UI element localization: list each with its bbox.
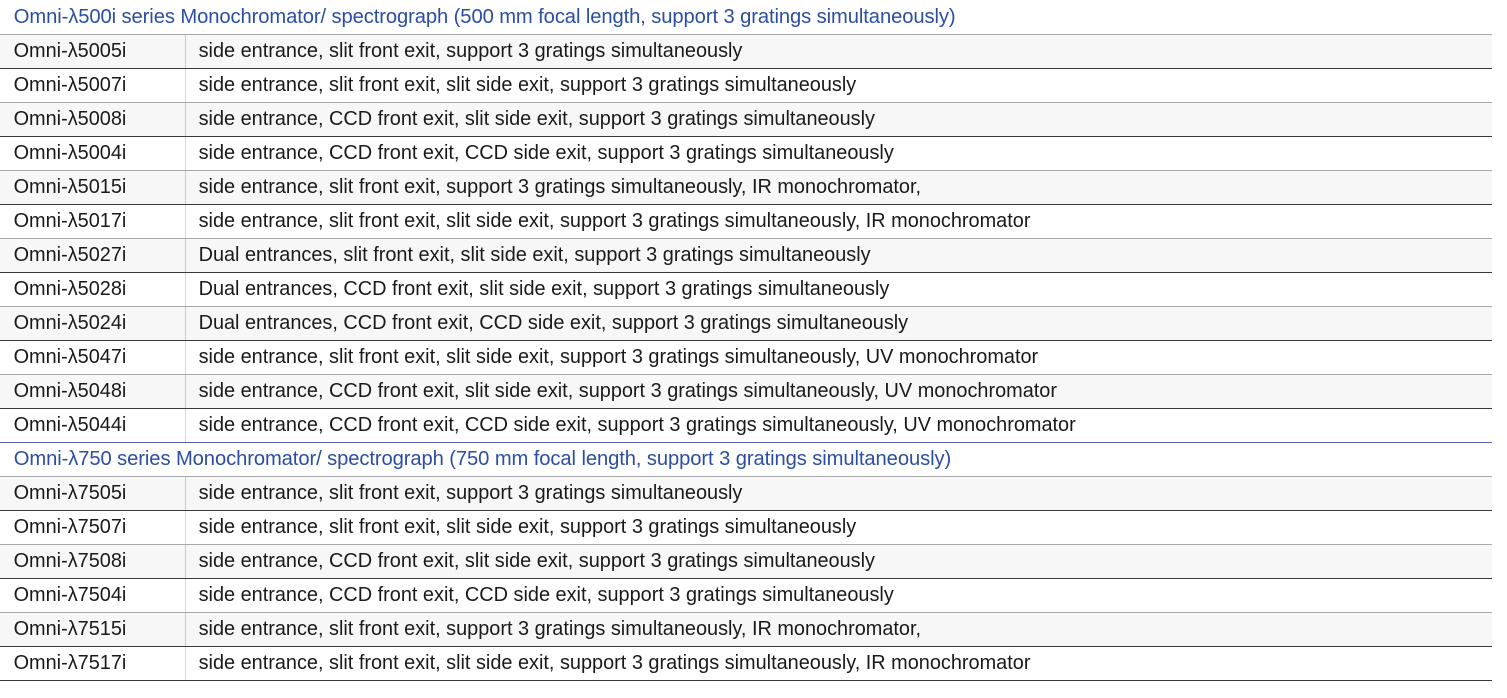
model-name-cell: Omni-λ5017i	[13, 209, 127, 233]
description-cell: side entrance, CCD front exit, slit side…	[198, 107, 875, 131]
table-row: Omni-λ5005i side entrance, slit front exi…	[0, 34, 1492, 69]
table-row: Omni-λ5015i side entrance, slit front exi…	[0, 170, 1492, 205]
section-header-row-omni-750: Omni-λ750 series Monochromator/ spectrog…	[0, 442, 1492, 477]
table-row: Omni-λ5047i side entrance, slit front exi…	[0, 340, 1492, 375]
description-cell: side entrance, slit front exit, slit sid…	[198, 345, 1039, 369]
column-divider	[185, 239, 186, 272]
table-row: Omni-λ5004i side entrance, CCD front exit…	[0, 136, 1492, 171]
column-divider	[185, 171, 186, 204]
column-divider	[185, 307, 186, 340]
table-row: Omni-λ5028i Dual entrances, CCD front exi…	[0, 272, 1492, 307]
column-divider	[185, 409, 186, 442]
model-name-cell: Omni-λ5027i	[13, 243, 127, 267]
column-divider	[185, 613, 186, 646]
table-row: Omni-λ5048i side entrance, CCD front exit…	[0, 374, 1492, 409]
model-name-cell: Omni-λ5047i	[13, 345, 127, 369]
table-row: Omni-λ5027i Dual entrances, slit front ex…	[0, 238, 1492, 273]
table-row: Omni-λ7504i side entrance, CCD front exit…	[0, 578, 1492, 613]
section-header-row-omni-500i: Omni-λ500i series Monochromator/ spectro…	[0, 0, 1492, 35]
table-row: Omni-λ5008i side entrance, CCD front exit…	[0, 102, 1492, 137]
model-name-cell: Omni-λ5015i	[13, 175, 127, 199]
column-divider	[185, 477, 186, 510]
model-name-cell: Omni-λ5004i	[13, 141, 127, 165]
section-header-title: Omni-λ750 series Monochromator/ spectrog…	[13, 447, 952, 471]
table-row: Omni-λ5024i Dual entrances, CCD front exi…	[0, 306, 1492, 341]
section-header-title: Omni-λ500i series Monochromator/ spectro…	[13, 4, 956, 28]
model-name-cell: Omni-λ7517i	[13, 651, 127, 675]
table-row: Omni-λ7517i side entrance, slit front exi…	[0, 646, 1492, 681]
description-cell: side entrance, slit front exit, support …	[198, 481, 743, 505]
description-cell: side entrance, slit front exit, support …	[198, 175, 922, 199]
model-name-cell: Omni-λ7505i	[13, 481, 127, 505]
table-row: Omni-λ5017i side entrance, slit front exi…	[0, 204, 1492, 239]
model-name-cell: Omni-λ5008i	[13, 107, 127, 131]
model-name-cell: Omni-λ5007i	[13, 73, 127, 97]
table-row: Omni-λ7508i side entrance, CCD front exit…	[0, 544, 1492, 579]
description-cell: side entrance, slit front exit, slit sid…	[198, 209, 1031, 233]
table-row: Omni-λ5044i side entrance, CCD front exit…	[0, 408, 1492, 443]
table-row: Omni-λ5007i side entrance, slit front exi…	[0, 68, 1492, 103]
model-name-cell: Omni-λ7507i	[13, 515, 127, 539]
column-divider	[185, 579, 186, 612]
column-divider	[185, 69, 186, 102]
column-divider	[185, 341, 186, 374]
description-cell: side entrance, CCD front exit, CCD side …	[198, 141, 894, 165]
column-divider	[185, 273, 186, 306]
description-cell: side entrance, slit front exit, support …	[198, 617, 922, 641]
table-row: Omni-λ7515i side entrance, slit front exi…	[0, 612, 1492, 647]
description-cell: side entrance, CCD front exit, slit side…	[198, 379, 1057, 403]
model-name-cell: Omni-λ7504i	[13, 583, 127, 607]
model-name-cell: Omni-λ7515i	[13, 617, 127, 641]
model-name-cell: Omni-λ5005i	[13, 39, 127, 63]
column-divider	[185, 375, 186, 408]
model-name-cell: Omni-λ5028i	[13, 277, 127, 301]
model-name-cell: Omni-λ7508i	[13, 549, 127, 573]
column-divider	[185, 103, 186, 136]
description-cell: side entrance, slit front exit, slit sid…	[198, 515, 857, 539]
model-name-cell: Omni-λ5048i	[13, 379, 127, 403]
description-cell: side entrance, CCD front exit, CCD side …	[198, 583, 894, 607]
model-name-cell: Omni-λ5044i	[13, 413, 127, 437]
description-cell: side entrance, slit front exit, support …	[198, 39, 743, 63]
description-cell: Dual entrances, CCD front exit, CCD side…	[198, 311, 909, 335]
column-divider	[185, 545, 186, 578]
table-row: Omni-λ7507i side entrance, slit front exi…	[0, 510, 1492, 545]
description-cell: side entrance, slit front exit, slit sid…	[198, 651, 1031, 675]
column-divider	[185, 647, 186, 680]
description-cell: Dual entrances, slit front exit, slit si…	[198, 243, 871, 267]
column-divider	[185, 511, 186, 544]
description-cell: side entrance, CCD front exit, slit side…	[198, 549, 875, 573]
description-cell: side entrance, slit front exit, slit sid…	[198, 73, 857, 97]
model-name-cell: Omni-λ5024i	[13, 311, 127, 335]
table-row: Omni-λ7505i side entrance, slit front exi…	[0, 476, 1492, 511]
description-cell: Dual entrances, CCD front exit, slit sid…	[198, 277, 890, 301]
column-divider	[185, 137, 186, 170]
column-divider	[185, 35, 186, 68]
column-divider	[185, 205, 186, 238]
description-cell: side entrance, CCD front exit, CCD side …	[198, 413, 1076, 437]
